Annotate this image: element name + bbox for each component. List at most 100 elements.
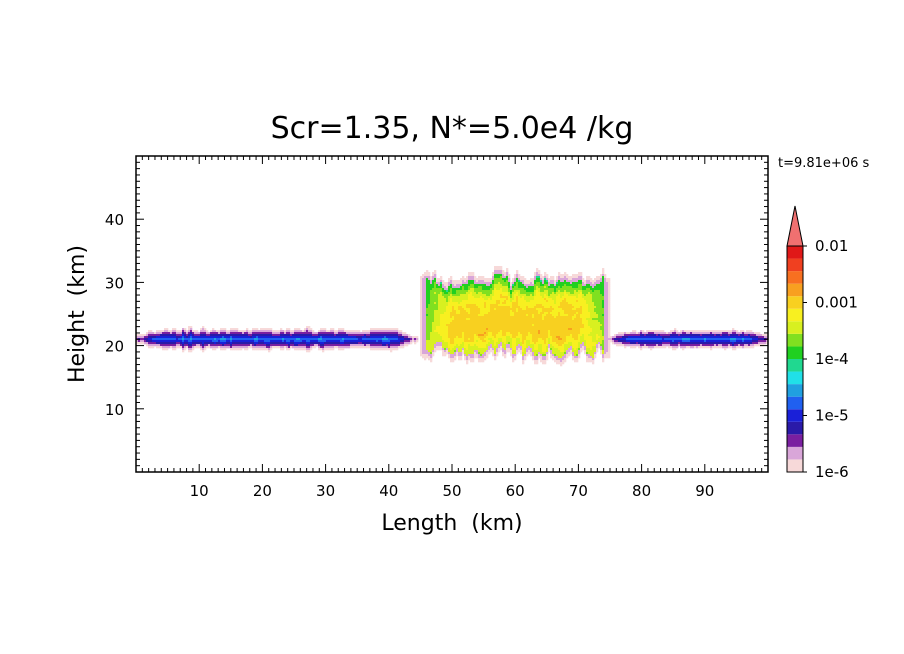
field-cell <box>434 292 437 295</box>
field-cell <box>420 290 423 293</box>
field-cell <box>490 326 493 329</box>
field-cell <box>594 342 597 345</box>
field-cell <box>320 336 323 339</box>
field-cell <box>454 326 457 329</box>
field-cell <box>514 318 517 321</box>
field-cell <box>268 344 271 347</box>
field-cell <box>680 338 683 341</box>
field-cell <box>626 342 629 345</box>
field-cell <box>518 290 521 293</box>
field-cell <box>548 290 551 293</box>
field-cell <box>532 278 535 281</box>
field-cell <box>760 336 763 339</box>
field-cell <box>488 314 491 317</box>
field-cell <box>140 336 143 339</box>
field-cell <box>436 328 439 331</box>
field-cell <box>434 334 437 337</box>
field-cell <box>530 280 533 283</box>
field-cell <box>480 328 483 331</box>
field-cell <box>568 336 571 339</box>
field-cell <box>536 286 539 289</box>
field-cell <box>248 338 251 341</box>
field-cell <box>598 290 601 293</box>
field-cell <box>498 314 501 317</box>
field-cell <box>542 334 545 337</box>
field-cell <box>564 290 567 293</box>
field-cell <box>696 336 699 339</box>
field-cell <box>446 326 449 329</box>
field-cell <box>684 340 687 343</box>
field-cell <box>514 276 517 279</box>
field-cell <box>588 306 591 309</box>
field-cell <box>568 288 571 291</box>
field-cell <box>322 342 325 345</box>
field-cell <box>578 290 581 293</box>
field-cell <box>558 298 561 301</box>
field-cell <box>330 344 333 347</box>
field-cell <box>498 296 501 299</box>
field-cell <box>754 342 757 345</box>
field-cell <box>506 298 509 301</box>
field-cell <box>566 336 569 339</box>
field-cell <box>434 312 437 315</box>
field-cell <box>438 340 441 343</box>
field-cell <box>606 300 609 303</box>
field-cell <box>530 322 533 325</box>
field-cell <box>498 294 501 297</box>
field-cell <box>606 314 609 317</box>
field-cell <box>496 290 499 293</box>
field-cell <box>532 334 535 337</box>
field-cell <box>562 286 565 289</box>
field-cell <box>640 332 643 335</box>
field-cell <box>452 316 455 319</box>
field-cell <box>310 330 313 333</box>
field-cell <box>518 344 521 347</box>
field-cell <box>154 336 157 339</box>
field-cell <box>592 314 595 317</box>
field-cell <box>580 272 583 275</box>
field-cell <box>478 334 481 337</box>
field-cell <box>170 330 173 333</box>
field-cell <box>422 320 425 323</box>
field-cell <box>692 336 695 339</box>
field-cell <box>380 336 383 339</box>
field-cell <box>464 282 467 285</box>
field-cell <box>530 334 533 337</box>
field-cell <box>196 330 199 333</box>
field-cell <box>424 330 427 333</box>
field-cell <box>472 328 475 331</box>
field-cell <box>198 340 201 343</box>
field-cell <box>586 334 589 337</box>
field-cell <box>608 316 611 319</box>
field-cell <box>628 338 631 341</box>
field-cell <box>448 320 451 323</box>
field-cell <box>318 340 321 343</box>
field-cell <box>396 330 399 333</box>
field-cell <box>562 300 565 303</box>
field-cell <box>312 334 315 337</box>
field-cell <box>690 330 693 333</box>
field-cell <box>452 294 455 297</box>
field-cell <box>424 326 427 329</box>
field-cell <box>438 314 441 317</box>
field-cell <box>758 334 761 337</box>
field-cell <box>588 342 591 345</box>
field-cell <box>702 342 705 345</box>
field-cell <box>266 328 269 331</box>
field-cell <box>590 328 593 331</box>
field-cell <box>500 310 503 313</box>
field-cell <box>176 330 179 333</box>
field-cell <box>718 336 721 339</box>
field-cell <box>510 312 513 315</box>
field-cell <box>544 318 547 321</box>
field-cell <box>300 338 303 341</box>
field-cell <box>554 310 557 313</box>
field-cell <box>226 336 229 339</box>
field-cell <box>490 286 493 289</box>
field-cell <box>660 340 663 343</box>
field-cell <box>604 342 607 345</box>
field-cell <box>574 326 577 329</box>
field-cell <box>726 338 729 341</box>
field-cell <box>486 280 489 283</box>
field-cell <box>500 314 503 317</box>
